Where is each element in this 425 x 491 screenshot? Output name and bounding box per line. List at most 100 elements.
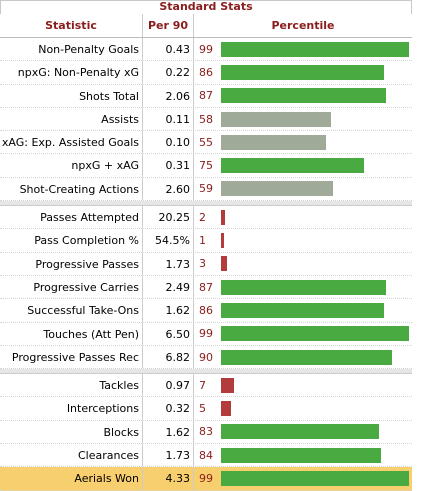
table-row: Progressive Passes 1.73 3 (0, 252, 412, 276)
percentile-cell: 59 (194, 178, 412, 200)
percentile-value: 83 (199, 425, 213, 439)
table-row: Aerials Won 4.33 99 (0, 467, 412, 491)
stat-name: Assists (0, 107, 143, 131)
stat-name: npxG + xAG (0, 154, 143, 177)
percentile-value: 5 (199, 402, 206, 416)
percentile-bar-track (221, 377, 411, 393)
stat-name: Non-Penalty Goals (0, 38, 143, 61)
percentile-cell: 55 (194, 131, 412, 153)
percentile-bar-track (221, 401, 411, 417)
percentile-cell: 87 (194, 276, 412, 298)
percentile-cell: 3 (194, 253, 412, 275)
percentile-cell: 2 (194, 206, 412, 228)
percentile-bar (221, 447, 381, 463)
percentile-value: 58 (199, 112, 213, 126)
percentile-bar (221, 256, 227, 272)
table-row: Pass Completion % 54.5% 1 (0, 229, 412, 253)
table-row: Assists 0.11 58 (0, 107, 412, 132)
per90-value: 0.97 (143, 374, 194, 397)
stat-name: Successful Take-Ons (0, 299, 143, 322)
percentile-cell: 58 (194, 108, 412, 130)
stat-name: Passes Attempted (0, 206, 143, 229)
table-row: Tackles 0.97 7 (0, 374, 412, 398)
stat-name: Shots Total (0, 84, 143, 107)
percentile-bar-track (221, 302, 411, 318)
percentile-value: 86 (199, 303, 213, 317)
percentile-bar (221, 111, 331, 127)
percentile-cell: 5 (194, 397, 412, 419)
percentile-value: 90 (199, 350, 213, 364)
table-row: Successful Take-Ons 1.62 86 (0, 299, 412, 323)
stat-name: Progressive Carries (0, 275, 143, 299)
header-percentile[interactable]: Percentile (271, 19, 335, 32)
percentile-cell: 1 (194, 229, 412, 251)
table-row: Blocks 1.62 83 (0, 420, 412, 445)
table-row: npxG + xAG 0.31 75 (0, 154, 412, 178)
percentile-value: 75 (199, 159, 213, 173)
per90-value: 1.62 (143, 420, 194, 444)
percentile-bar-track (221, 209, 411, 225)
percentile-bar (221, 470, 409, 486)
table-body: Non-Penalty Goals 0.43 99 npxG: Non-Penalty… (0, 38, 412, 491)
percentile-bar (221, 88, 386, 104)
per90-value: 6.50 (143, 322, 194, 345)
percentile-bar-track (221, 158, 411, 174)
percentile-cell: 84 (194, 444, 412, 466)
group-separator (0, 369, 412, 375)
percentile-bar (221, 279, 386, 295)
table-row: xAG: Exp. Assisted Goals 0.10 55 (0, 131, 412, 155)
percentile-bar-track (221, 256, 411, 272)
table-row: Passes Attempted 20.25 2 (0, 206, 412, 230)
stat-name: Aerials Won (0, 467, 143, 490)
table-row: Progressive Carries 2.49 87 (0, 275, 412, 300)
per90-value: 1.73 (143, 252, 194, 275)
percentile-cell: 75 (194, 154, 412, 176)
header-per90[interactable]: Per 90 (143, 14, 194, 37)
group-separator (0, 201, 412, 207)
percentile-bar (221, 209, 225, 225)
per90-value: 0.31 (143, 154, 194, 177)
per90-value: 20.25 (143, 206, 194, 229)
per90-value: 6.82 (143, 345, 194, 369)
percentile-bar (221, 158, 364, 174)
percentile-bar-track (221, 41, 411, 57)
percentile-bar-track (221, 349, 411, 365)
percentile-bar-track (221, 88, 411, 104)
percentile-bar (221, 64, 384, 80)
stat-name: Pass Completion % (0, 229, 143, 252)
per90-value: 2.49 (143, 275, 194, 299)
stat-name: Shot-Creating Actions (0, 177, 143, 201)
percentile-bar (221, 41, 409, 57)
table-row: Shot-Creating Actions 2.60 59 (0, 177, 412, 202)
stat-name: Interceptions (0, 397, 143, 420)
header-statistic[interactable]: Statistic (0, 14, 143, 37)
table-row: Clearances 1.73 84 (0, 444, 412, 468)
per90-value: 0.10 (143, 131, 194, 154)
per90-value: 4.33 (143, 467, 194, 490)
stat-name: Blocks (0, 420, 143, 444)
percentile-value: 1 (199, 234, 206, 248)
percentile-value: 2 (199, 210, 206, 224)
stat-name: Touches (Att Pen) (0, 322, 143, 345)
percentile-cell: 86 (194, 299, 412, 321)
percentile-cell: 86 (194, 61, 412, 83)
percentile-bar-track (221, 64, 411, 80)
per90-value: 0.22 (143, 61, 194, 84)
percentile-cell: 99 (194, 38, 412, 60)
table-row: Progressive Passes Rec 6.82 90 (0, 345, 412, 370)
percentile-bar-track (221, 181, 411, 197)
per90-value: 0.43 (143, 38, 194, 61)
table-row: Shots Total 2.06 87 (0, 84, 412, 108)
per90-value: 2.60 (143, 177, 194, 201)
percentile-value: 55 (199, 135, 213, 149)
percentile-value: 86 (199, 65, 213, 79)
percentile-cell: 99 (194, 323, 412, 345)
percentile-value: 87 (199, 89, 213, 103)
percentile-bar (221, 302, 384, 318)
percentile-value: 59 (199, 182, 213, 196)
percentile-bar (221, 233, 224, 249)
percentile-bar (221, 401, 231, 417)
percentile-value: 84 (199, 448, 213, 462)
percentile-value: 99 (199, 472, 213, 485)
percentile-bar-track (221, 326, 411, 342)
